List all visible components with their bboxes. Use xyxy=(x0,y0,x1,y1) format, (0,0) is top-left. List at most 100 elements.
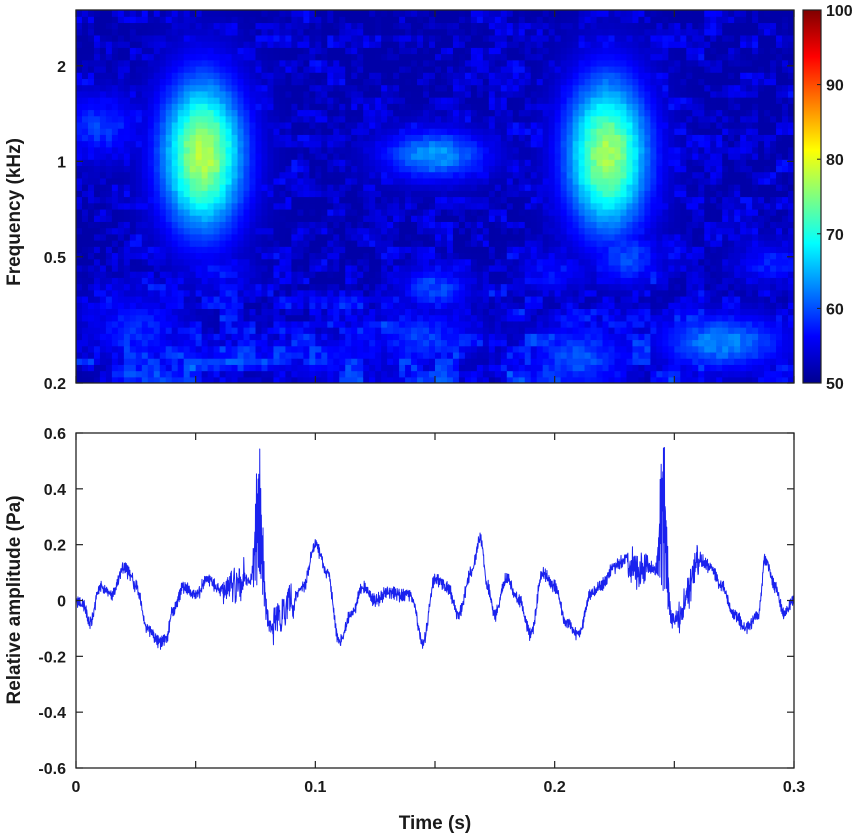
spectrogram-cell xyxy=(87,34,95,42)
spectrogram-cell xyxy=(488,308,496,316)
spectrogram-cell xyxy=(560,53,568,61)
spectrogram-cell xyxy=(153,227,161,235)
spectrogram-cell xyxy=(423,65,430,73)
spectrogram-cell xyxy=(548,233,556,241)
spectrogram-cell xyxy=(566,208,574,216)
spectrogram-cell xyxy=(446,370,454,378)
spectrogram-cell xyxy=(506,227,514,235)
spectrogram-cell xyxy=(333,358,340,365)
spectrogram-cell xyxy=(171,277,179,285)
spectrogram-cell xyxy=(524,28,532,36)
spectrogram-cell xyxy=(189,121,197,129)
spectrogram-cell xyxy=(99,308,107,316)
spectrogram-cell xyxy=(177,65,185,73)
spectrogram-cell xyxy=(524,16,532,24)
spectrogram-cell xyxy=(327,333,334,341)
spectrogram-cell xyxy=(201,16,209,24)
spectrogram-cell xyxy=(429,227,436,235)
spectrogram-cell xyxy=(488,16,496,24)
spectrogram-cell xyxy=(111,65,119,73)
spectrogram-cell xyxy=(135,97,143,104)
spectrogram-cell xyxy=(512,302,520,309)
spectrogram-cell xyxy=(141,159,149,167)
spectrogram-cell xyxy=(123,339,131,347)
spectrogram-cell xyxy=(261,16,269,24)
spectrogram-cell xyxy=(566,28,574,36)
spectrogram-cell xyxy=(315,59,322,67)
spectrogram-cell xyxy=(225,271,233,278)
spectrogram-cell xyxy=(351,152,358,160)
spectrogram-cell xyxy=(285,240,292,247)
spectrogram-cell xyxy=(159,165,167,173)
spectrogram-cell xyxy=(309,283,316,291)
spectrogram-cell xyxy=(279,78,287,86)
spectrogram-cell xyxy=(321,184,328,191)
spectrogram-cell xyxy=(393,302,400,309)
spectrogram-cell xyxy=(189,345,197,353)
spectrogram-cell xyxy=(237,283,245,291)
spectrogram-cell xyxy=(231,233,239,241)
spectrogram-cell xyxy=(99,277,107,285)
spectrogram-cell xyxy=(435,271,442,278)
spectrogram-cell xyxy=(243,314,251,322)
spectrogram-cell xyxy=(243,302,251,309)
spectrogram-cell xyxy=(309,41,316,48)
spectrogram-cell xyxy=(440,90,448,98)
spectrogram-cell xyxy=(530,177,538,185)
spectrogram-cell xyxy=(393,283,400,291)
spectrogram-cell xyxy=(195,302,203,309)
spectrogram-cell xyxy=(512,10,520,17)
spectrogram-cell xyxy=(482,72,490,79)
spectrogram-cell xyxy=(429,103,436,111)
spectrogram-cell xyxy=(369,308,376,316)
spectrogram-cell xyxy=(76,97,83,104)
spectrogram-cell xyxy=(279,59,287,67)
spectrogram-cell xyxy=(141,171,149,179)
spectrogram-cell xyxy=(321,314,328,322)
spectrogram-cell xyxy=(411,152,418,160)
spectrogram-cell xyxy=(231,152,239,160)
spectrogram-cell xyxy=(387,177,394,185)
spectrogram-cell xyxy=(506,364,514,372)
spectrogram-cell xyxy=(189,283,197,291)
spectrogram-cell xyxy=(440,171,448,179)
spectrogram-cell xyxy=(76,121,83,129)
spectrogram-cell xyxy=(446,302,454,309)
spectrogram-cell xyxy=(123,221,131,229)
spectrogram-cell xyxy=(171,41,179,48)
spectrogram-cell xyxy=(153,16,161,24)
spectrogram-cell xyxy=(273,103,281,111)
spectrogram-cell xyxy=(351,339,358,347)
spectrogram-cell xyxy=(500,184,508,191)
spectrogram-cell xyxy=(225,283,233,291)
spectrogram-cell xyxy=(165,115,173,123)
spectrogram-cell xyxy=(494,221,502,229)
spectrogram-cell xyxy=(399,345,406,353)
spectrogram-cell xyxy=(249,358,257,365)
spectrogram-cell xyxy=(464,376,472,383)
spectrogram-cell xyxy=(135,115,143,123)
spectrogram-cell xyxy=(81,84,89,92)
spectrogram-cell xyxy=(530,277,538,285)
spectrogram-cell xyxy=(518,190,526,198)
spectrogram-cell xyxy=(572,358,580,365)
spectrogram-cell xyxy=(351,190,358,198)
spectrogram-cell xyxy=(93,109,101,117)
spectrogram-cell xyxy=(141,128,149,135)
spectrogram-cell xyxy=(159,215,167,222)
spectrogram-cell xyxy=(159,53,167,61)
spectrogram-cell xyxy=(333,246,340,254)
spectrogram-cell xyxy=(381,376,388,383)
spectrogram-cell xyxy=(177,314,185,322)
spectrogram-cell xyxy=(369,215,376,222)
spectrogram-cell xyxy=(123,314,131,322)
spectrogram-cell xyxy=(309,376,316,383)
spectrogram-cell xyxy=(423,202,430,210)
spectrogram-cell xyxy=(530,134,538,142)
spectrogram-cell xyxy=(183,22,191,30)
spectrogram-cell xyxy=(387,72,394,79)
spectrogram-cell xyxy=(177,90,185,98)
spectrogram-cell xyxy=(159,177,167,185)
spectrogram-cell xyxy=(369,358,376,365)
spectrogram-cell xyxy=(351,140,358,148)
